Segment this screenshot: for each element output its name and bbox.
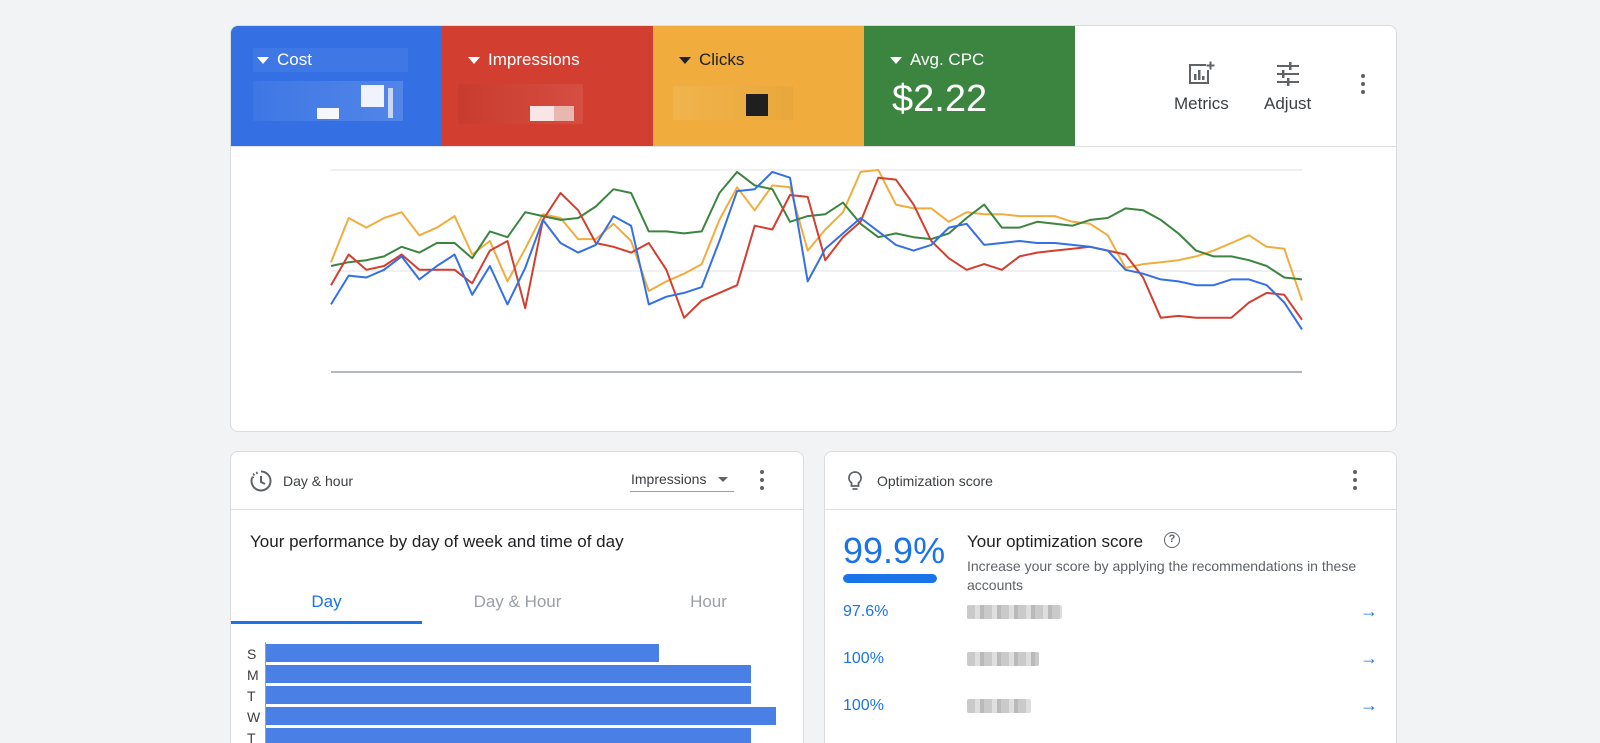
optimization-heading: Your optimization score	[967, 532, 1144, 551]
optimization-score-fill	[843, 574, 937, 583]
header-divider	[231, 146, 1396, 147]
metric-tiles: Cost Impressions Clicks Avg. CPC $	[231, 26, 1075, 146]
optimization-card: Optimization score 99.9% Your optimizati…	[824, 451, 1397, 743]
redacted-value	[317, 108, 339, 119]
caret-down-icon	[257, 57, 269, 64]
redacted-account-name	[967, 699, 1031, 713]
caret-down-icon	[468, 57, 480, 64]
lightbulb-icon	[848, 471, 862, 490]
metric-tile-label: Avg. CPC	[910, 50, 985, 69]
redacted-account-name	[967, 652, 1039, 666]
day-bar[interactable]	[266, 644, 659, 662]
arrow-right-icon[interactable]: →	[1360, 601, 1378, 621]
metric-tile-impressions[interactable]: Impressions	[442, 26, 653, 146]
day-bar[interactable]	[266, 665, 751, 683]
day-bar[interactable]	[266, 707, 776, 725]
day-bar[interactable]	[266, 686, 751, 704]
metric-tile-cost[interactable]: Cost	[231, 26, 442, 146]
day-bar-label: M	[247, 667, 259, 683]
optimization-score-bar	[843, 574, 937, 583]
adjust-button[interactable]: Adjust	[1264, 60, 1311, 114]
redacted-value	[361, 85, 384, 107]
redacted-value	[253, 48, 408, 72]
help-icon[interactable]: ?	[1164, 532, 1180, 548]
day-bar-label: T	[247, 730, 256, 743]
tab-day[interactable]: Day	[231, 572, 422, 624]
metric-dropdown[interactable]: Impressions	[630, 470, 734, 492]
metrics-label: Metrics	[1174, 94, 1229, 113]
optimization-title: Optimization score	[877, 473, 993, 489]
arrow-right-icon[interactable]: →	[1360, 648, 1378, 668]
optimization-description: Increase your score by applying the reco…	[967, 558, 1357, 593]
redacted-account-name	[967, 605, 1062, 619]
bar-chart-axis	[265, 642, 266, 743]
caret-down-icon	[679, 57, 691, 64]
more-vert-icon[interactable]	[1345, 470, 1365, 494]
redacted-value	[673, 86, 793, 120]
more-vert-icon[interactable]	[752, 470, 772, 494]
tab-hour[interactable]: Hour	[690, 592, 727, 611]
metric-tile-label: Impressions	[488, 50, 580, 69]
day-bar[interactable]	[266, 728, 751, 743]
arrow-right-icon[interactable]: →	[1360, 695, 1378, 715]
metric-tile-label: Cost	[277, 50, 312, 69]
clock-history-icon	[250, 470, 272, 492]
day-bar-label: S	[247, 646, 257, 662]
metric-tile-value: $2.22	[892, 78, 988, 120]
adjust-label: Adjust	[1264, 94, 1312, 113]
metrics-button[interactable]: Metrics	[1174, 60, 1229, 114]
performance-line-chart	[330, 169, 1303, 373]
metric-tile-label: Clicks	[699, 50, 745, 69]
performance-card: Cost Impressions Clicks Avg. CPC $	[230, 25, 1397, 432]
series-line-3	[330, 170, 1303, 330]
caret-down-icon	[890, 57, 902, 64]
day-hour-header: Day & hour Impressions	[231, 452, 803, 510]
account-score: 97.6%	[843, 603, 889, 620]
optimization-score-value: 99.9%	[843, 530, 946, 571]
metric-tile-clicks[interactable]: Clicks	[653, 26, 864, 146]
account-row[interactable]: 97.6% →	[825, 598, 1396, 628]
account-score: 100%	[843, 697, 884, 714]
sliders-icon	[1276, 62, 1299, 86]
redacted-value	[746, 94, 768, 116]
series-line-0	[330, 169, 1303, 301]
tab-day-and-hour[interactable]: Day & Hour	[473, 592, 562, 611]
redacted-value	[388, 88, 393, 118]
metric-tile-avg-cpc[interactable]: Avg. CPC $2.22	[864, 26, 1075, 146]
account-row[interactable]: 100% →	[825, 692, 1396, 722]
account-score: 100%	[843, 650, 884, 667]
caret-down-icon	[718, 477, 728, 482]
account-row[interactable]: 100% →	[825, 645, 1396, 675]
day-bar-label: W	[247, 709, 261, 725]
day-hour-subtitle: Your performance by day of week and time…	[250, 532, 624, 551]
redacted-value	[530, 106, 554, 121]
series-line-1	[330, 170, 1303, 281]
metric-dropdown-value: Impressions	[631, 471, 707, 487]
day-bar-label: T	[247, 688, 256, 704]
redacted-value	[554, 106, 574, 121]
chart-plus-icon	[1189, 60, 1216, 84]
day-hour-card: Day & hour Impressions Your performance …	[230, 451, 804, 743]
optimization-header: Optimization score	[825, 452, 1396, 510]
day-hour-title: Day & hour	[283, 473, 354, 489]
more-vert-icon[interactable]	[1353, 74, 1373, 98]
series-line-2	[330, 176, 1303, 321]
day-hour-tabs: Day Day & Hour Hour	[231, 572, 803, 624]
